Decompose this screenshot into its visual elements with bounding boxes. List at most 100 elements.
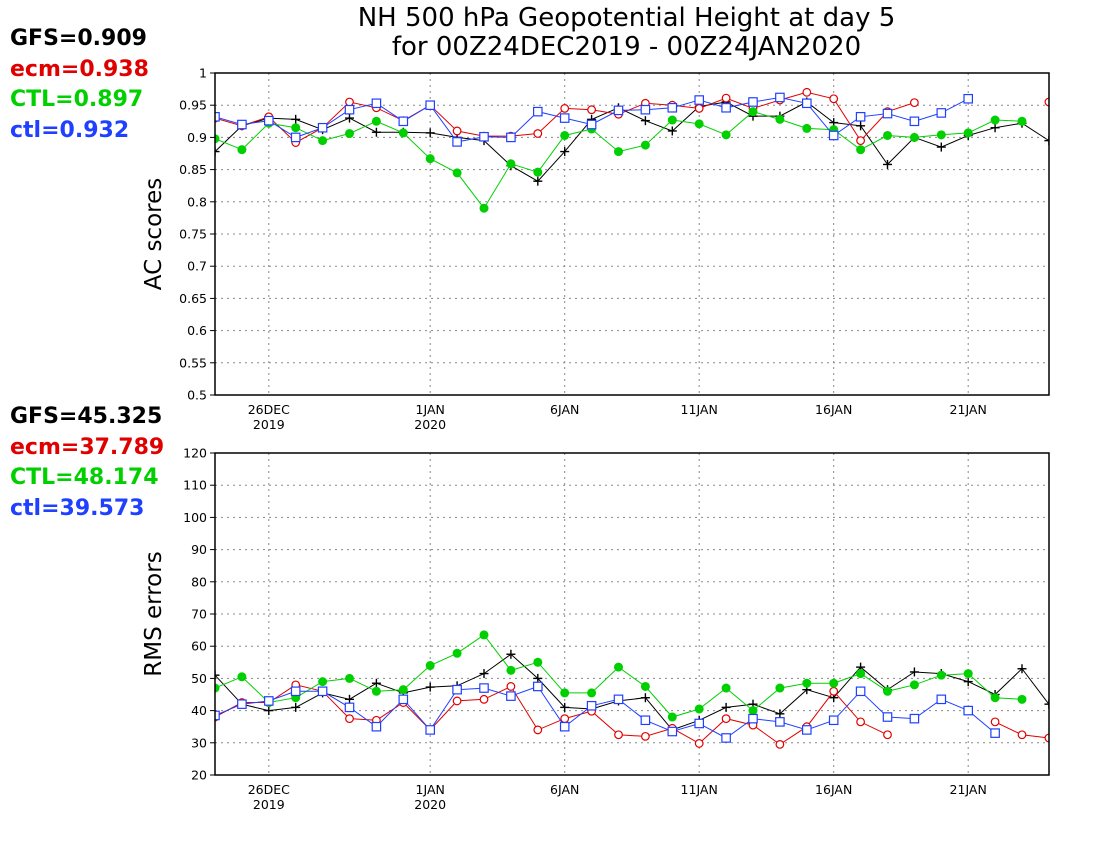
data-point-plus — [425, 682, 435, 692]
data-point-square — [640, 715, 651, 726]
rms-xtick-label: 16JAN — [815, 782, 852, 797]
chart-title: NH 500 hPa Geopotential Height at day 5 … — [0, 4, 1100, 62]
data-point-circle — [506, 682, 516, 691]
data-point-dot — [398, 685, 408, 695]
data-point-plus — [533, 673, 543, 683]
data-point-plus — [345, 694, 354, 704]
data-point-square — [586, 700, 597, 711]
data-point-dot — [640, 681, 650, 691]
data-point-circle — [721, 93, 731, 103]
rms-series-gfs — [215, 649, 1049, 735]
ac-ytick-label: 0.55 — [179, 355, 207, 370]
data-point-circle — [452, 126, 462, 136]
ac-xtick-label: 26DEC — [248, 402, 290, 417]
ac-summary-legend: GFS=0.909 ecm=0.938 CTL=0.897 ctl=0.932 — [10, 24, 149, 146]
data-point-dot — [640, 140, 650, 150]
data-point-square — [909, 713, 920, 724]
chart-title-line1: NH 500 hPa Geopotential Height at day 5 — [357, 3, 896, 33]
data-point-dot — [425, 154, 435, 164]
ac-xtick-label: 1JAN — [416, 402, 445, 417]
data-point-square — [506, 132, 516, 143]
data-point-plus — [506, 649, 516, 659]
data-point-circle — [721, 714, 731, 724]
series-line — [215, 111, 1023, 210]
rms-y-axis-label: RMS errors — [141, 551, 167, 676]
data-point-dot — [936, 670, 946, 680]
data-point-dot — [452, 168, 462, 178]
data-point-circle — [641, 731, 650, 741]
data-point-square — [775, 717, 785, 727]
data-point-square — [452, 137, 462, 147]
data-point-circle — [856, 136, 865, 146]
data-point-square — [748, 97, 758, 107]
series-line — [215, 684, 888, 746]
data-point-dot — [963, 128, 973, 138]
data-point-circle — [829, 94, 839, 104]
data-point-dot — [694, 119, 704, 129]
data-point-dot — [237, 672, 247, 682]
data-point-dot — [775, 114, 785, 124]
ac-panel: 0.5 0.55 0.6 0.65 0.7 0.75 0.8 0.85 0.9 0.95 1 26DE… — [141, 66, 1050, 432]
data-point-dot — [802, 123, 812, 133]
data-point-square — [721, 102, 731, 113]
rms-xtick-label: 26DEC — [248, 782, 290, 797]
ac-ytick-label: 0.75 — [179, 227, 207, 242]
data-point-dot — [909, 132, 919, 142]
data-point-dot — [856, 145, 866, 155]
data-point-dot — [215, 683, 220, 693]
data-point-square — [775, 92, 785, 103]
ac-ytick-label: 0.8 — [187, 194, 207, 209]
data-point-square — [371, 98, 382, 109]
data-point-square — [694, 718, 704, 729]
data-point-dot — [667, 115, 677, 125]
data-point-dot — [560, 688, 570, 698]
ac-ytick-label: 0.85 — [179, 162, 207, 177]
ac-ytick-label: 0.65 — [179, 291, 207, 306]
data-point-square — [882, 108, 893, 119]
ac-series-ctl-lower — [215, 92, 973, 147]
rms-xtick-label: 21JAN — [950, 782, 987, 797]
rms-ytick-label: 60 — [191, 639, 207, 654]
data-point-dot — [318, 136, 328, 146]
data-point-square — [344, 104, 355, 115]
data-point-plus — [215, 147, 220, 157]
data-point-plus — [425, 128, 435, 138]
data-point-dot — [1017, 116, 1027, 126]
data-point-dot — [371, 686, 381, 696]
ac-summary-ctl-upper: CTL=0.897 — [10, 87, 144, 112]
data-point-square — [398, 116, 409, 127]
ac-y-axis-label: AC scores — [141, 178, 167, 290]
data-point-plus — [345, 113, 354, 123]
data-point-circle — [533, 129, 543, 138]
data-point-circle — [856, 717, 865, 727]
data-point-plus — [667, 126, 677, 136]
rms-ytick-label: 100 — [183, 510, 207, 525]
ac-plot-frame — [214, 72, 1050, 396]
data-point-dot — [614, 147, 623, 157]
data-point-dot — [345, 673, 354, 683]
data-point-square — [479, 683, 489, 693]
data-point-dot — [721, 130, 731, 140]
data-point-dot — [533, 167, 543, 177]
data-point-dot — [909, 680, 919, 690]
data-point-dot — [748, 107, 758, 117]
data-point-dot — [990, 115, 1000, 125]
data-point-dot — [694, 704, 704, 714]
data-point-circle — [345, 714, 354, 724]
rms-series-ctl-lower — [215, 681, 1000, 743]
rms-series-ctl-upper — [215, 630, 1027, 722]
data-point-square — [506, 691, 516, 701]
data-point-plus — [291, 114, 301, 124]
data-point-plus — [640, 116, 650, 126]
data-point-plus — [909, 667, 919, 677]
data-point-dot — [560, 130, 570, 140]
rms-xtick-label: 11JAN — [681, 782, 718, 797]
data-point-dot — [936, 130, 946, 140]
data-point-dot — [614, 662, 623, 672]
data-point-circle — [694, 104, 704, 113]
data-point-square — [559, 721, 570, 732]
data-point-circle — [560, 714, 570, 724]
data-point-dot — [215, 134, 220, 144]
data-point-plus — [990, 123, 1000, 133]
data-point-plus — [560, 702, 570, 712]
